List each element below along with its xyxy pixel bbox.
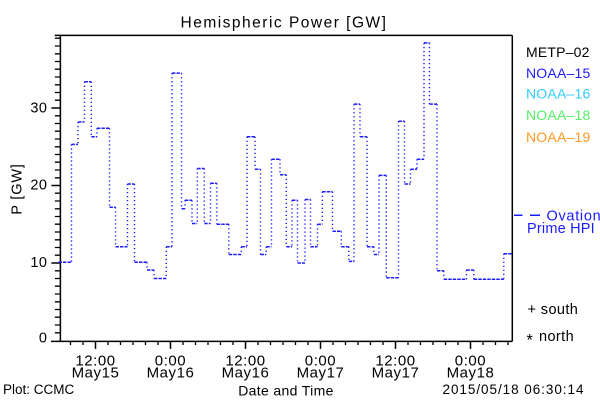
svg-text:NOAA–18: NOAA–18	[526, 107, 590, 123]
svg-text:2015/05/18 06:30:14: 2015/05/18 06:30:14	[443, 382, 585, 397]
svg-text:May16: May16	[147, 365, 195, 382]
svg-text:NOAA–19: NOAA–19	[526, 129, 590, 145]
svg-text:+ south: + south	[528, 302, 579, 318]
svg-text:12:00: 12:00	[375, 353, 415, 370]
svg-text:30: 30	[30, 101, 47, 117]
svg-text:Prime HPI: Prime HPI	[527, 221, 595, 237]
svg-text:0: 0	[39, 331, 48, 347]
svg-text:Date and Time: Date and Time	[238, 383, 334, 399]
svg-text:NOAA–16: NOAA–16	[526, 86, 590, 102]
svg-text:May17: May17	[372, 365, 420, 382]
svg-text:May15: May15	[72, 365, 120, 382]
svg-text:*: *	[527, 332, 534, 350]
svg-text:20: 20	[30, 178, 47, 194]
svg-text:May17: May17	[297, 365, 345, 382]
svg-text:METP–02: METP–02	[526, 44, 590, 60]
svg-text:P [GW]: P [GW]	[10, 163, 26, 214]
svg-text:12:00: 12:00	[225, 353, 265, 370]
svg-text:0:00: 0:00	[305, 353, 336, 370]
svg-text:12:00: 12:00	[75, 353, 115, 370]
svg-text:May16: May16	[222, 365, 270, 382]
svg-text:Ovation: Ovation	[547, 209, 600, 225]
svg-text:NOAA–15: NOAA–15	[526, 65, 590, 81]
svg-text:north: north	[539, 329, 574, 345]
svg-text:Plot: CCMC: Plot: CCMC	[3, 382, 75, 397]
svg-text:Hemispheric Power [GW]: Hemispheric Power [GW]	[181, 14, 388, 31]
svg-text:10: 10	[30, 255, 47, 271]
svg-text:0:00: 0:00	[455, 353, 486, 370]
svg-text:May18: May18	[447, 365, 495, 382]
svg-text:0:00: 0:00	[155, 353, 186, 370]
